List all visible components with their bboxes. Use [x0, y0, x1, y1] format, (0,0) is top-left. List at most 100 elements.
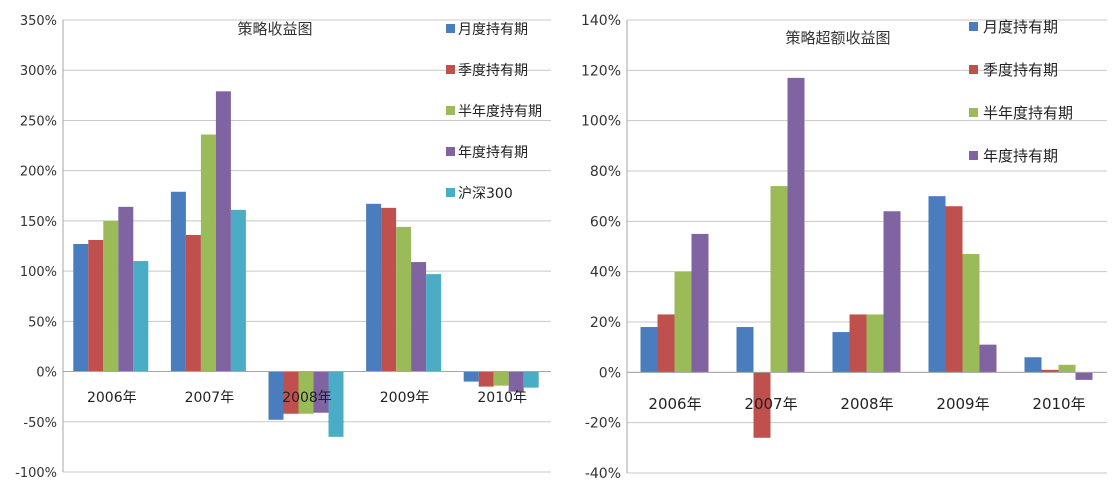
chart-title: 策略超额收益图 — [785, 29, 890, 47]
x-tick-label: 2007年 — [185, 390, 235, 406]
legend-swatch — [969, 65, 978, 74]
bar — [1058, 364, 1076, 373]
bar — [657, 314, 675, 373]
bar — [478, 371, 494, 387]
bar — [298, 371, 314, 414]
bar — [787, 77, 805, 373]
bar — [736, 327, 754, 373]
bar — [640, 327, 658, 373]
bar — [185, 234, 201, 372]
bar — [328, 371, 344, 437]
legend-swatch — [446, 188, 455, 197]
bar — [674, 271, 692, 373]
bar — [73, 243, 89, 372]
x-tick-label: 2009年 — [380, 390, 430, 406]
legend-label: 季度持有期 — [458, 63, 528, 79]
legend-swatch — [446, 106, 455, 115]
legend-label: 月度持有期 — [983, 18, 1058, 36]
y-tick-label: 140% — [581, 13, 621, 29]
legend-label: 月度持有期 — [458, 22, 528, 38]
y-tick-label: 0% — [36, 366, 57, 381]
legend-label: 半年度持有期 — [983, 104, 1073, 122]
bar — [396, 226, 412, 372]
chart-divider — [557, 0, 563, 489]
bar — [200, 134, 216, 372]
bar — [508, 371, 524, 392]
x-tick-label: 2009年 — [936, 395, 989, 413]
bar — [215, 91, 231, 372]
bar — [928, 196, 946, 373]
y-tick-label: -50% — [23, 416, 57, 431]
bar — [133, 261, 149, 372]
y-tick-label: 60% — [590, 214, 621, 230]
bar — [268, 371, 284, 420]
bar — [979, 344, 997, 373]
x-tick-label: 2006年 — [87, 390, 137, 406]
chart-title: 策略收益图 — [237, 20, 312, 38]
bar — [1024, 357, 1042, 373]
y-tick-label: -100% — [15, 466, 57, 481]
y-tick-label: 80% — [590, 164, 621, 180]
x-tick-label: 2006年 — [648, 395, 701, 413]
bar — [849, 314, 867, 373]
legend-swatch — [969, 22, 978, 31]
y-tick-label: 100% — [581, 114, 621, 130]
bar — [866, 314, 884, 373]
bar — [283, 371, 299, 414]
x-tick-label: 2010年 — [477, 390, 527, 406]
y-tick-label: -40% — [585, 466, 621, 482]
x-tick-label: 2010年 — [1032, 395, 1085, 413]
bar — [832, 332, 850, 373]
legend-label: 年度持有期 — [458, 145, 528, 161]
bar — [945, 206, 963, 373]
legend-label: 沪深300 — [458, 186, 513, 202]
y-tick-label: 350% — [20, 14, 57, 29]
legend-label: 年度持有期 — [983, 147, 1058, 165]
bar — [88, 239, 104, 372]
legend-swatch — [446, 24, 455, 33]
chart-1: -100% -50% 0% 50% 100% 150% 200% 250% 300% 350% 20… — [15, 14, 551, 481]
chart-2: -40% -20% 0% 20% 40% 60% 80% 100% 120% 140% 2006年 2… — [581, 13, 1107, 482]
bar — [523, 371, 539, 388]
bar — [170, 191, 186, 372]
y-tick-label: 300% — [20, 64, 57, 79]
x-tick-label: 2007年 — [744, 395, 797, 413]
bar — [770, 186, 788, 373]
bar — [883, 211, 901, 373]
legend-swatch — [969, 151, 978, 160]
bar — [103, 220, 119, 372]
x-tick-label: 2008年 — [840, 395, 893, 413]
bar — [411, 262, 427, 372]
y-tick-label: 200% — [20, 165, 57, 180]
y-tick-label: 150% — [20, 215, 57, 230]
bar — [753, 372, 771, 438]
y-tick-label: 250% — [20, 114, 57, 129]
y-tick-label: 120% — [581, 63, 621, 79]
bar — [1075, 372, 1093, 380]
bar — [463, 371, 479, 382]
legend-label: 半年度持有期 — [458, 104, 542, 120]
bar — [493, 371, 509, 386]
x-tick-label: 2008年 — [282, 390, 332, 406]
y-tick-label: 100% — [20, 265, 57, 280]
y-tick-label: 20% — [590, 315, 621, 331]
bar — [381, 207, 397, 372]
bar — [691, 233, 709, 373]
y-tick-label: 40% — [590, 265, 621, 281]
bar — [118, 206, 134, 372]
legend-swatch — [969, 108, 978, 117]
bar — [366, 203, 382, 372]
bar — [1041, 369, 1059, 373]
y-tick-label: -20% — [585, 416, 621, 432]
legend-label: 季度持有期 — [983, 61, 1058, 79]
bar — [313, 371, 329, 413]
legend-swatch — [446, 147, 455, 156]
bar — [962, 254, 980, 373]
y-tick-label: 0% — [599, 365, 621, 381]
y-tick-label: 50% — [28, 315, 57, 330]
bar — [426, 274, 442, 372]
bar — [230, 209, 246, 372]
